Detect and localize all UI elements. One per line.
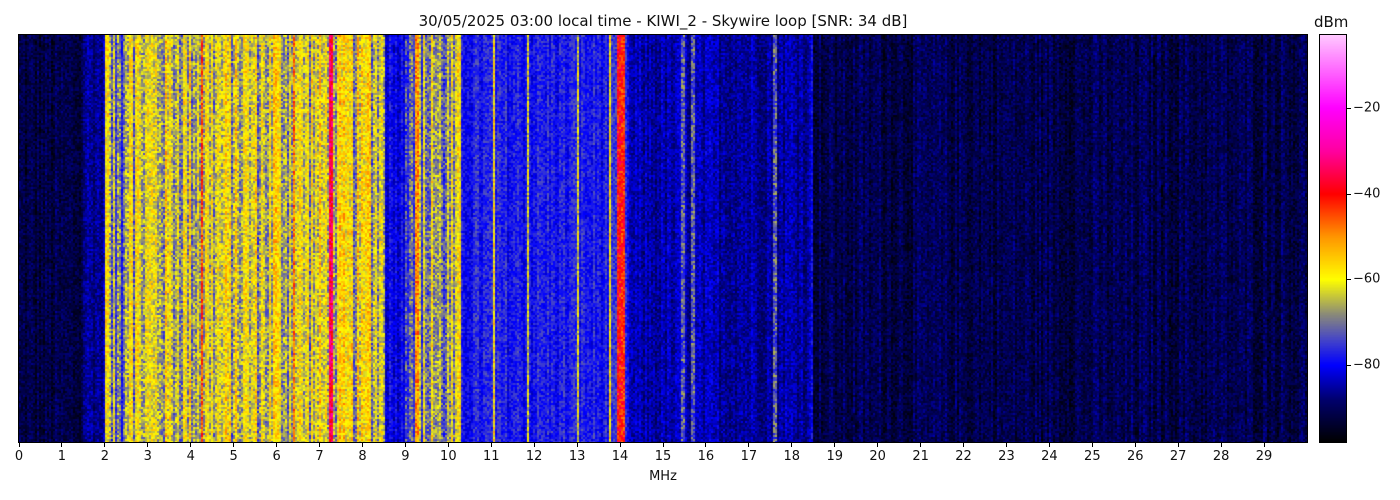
x-tick-mark [1048,442,1050,447]
x-tick-mark [748,442,750,447]
x-tick-label: 25 [1084,449,1101,464]
chart-title: 30/05/2025 03:00 local time - KIWI_2 - S… [418,12,908,30]
x-tick-mark [18,442,20,447]
x-tick-mark [147,442,149,447]
x-tick-label: 26 [1126,449,1144,464]
x-tick-label: 4 [186,449,195,464]
x-tick-mark [576,442,578,447]
x-tick-label: 10 [440,449,457,464]
x-tick-label: 3 [143,449,152,464]
x-tick-label: 24 [1041,449,1058,464]
x-tick-mark [920,442,922,447]
colorbar-tick-mark [1346,193,1351,195]
colorbar [1320,35,1346,442]
x-tick-mark [233,442,235,447]
colorbar-tick-label: −40 [1353,186,1381,202]
x-tick-mark [104,442,106,447]
x-tick-mark [1005,442,1007,447]
x-tick-label: 14 [611,449,629,464]
x-tick-mark [705,442,707,447]
x-tick-label: 11 [482,449,500,464]
x-tick-label: 15 [654,449,672,464]
x-tick-mark [963,442,965,447]
x-tick-label: 8 [358,449,367,464]
x-tick-mark [533,442,535,447]
x-tick-label: 12 [525,449,543,464]
x-tick-label: 22 [955,449,972,464]
x-tick-label: 28 [1212,449,1230,464]
x-tick-label: 5 [229,449,238,464]
colorbar-tick-mark [1346,107,1351,109]
x-tick-mark [662,442,664,447]
x-tick-label: 6 [272,449,281,464]
colorbar-tick-label: −20 [1353,100,1381,116]
x-tick-mark [61,442,63,447]
x-tick-mark [1220,442,1222,447]
x-tick-mark [791,442,793,447]
x-tick-mark [404,442,406,447]
x-tick-mark [877,442,879,447]
x-tick-label: 20 [869,449,886,464]
x-tick-mark [1134,442,1136,447]
x-tick-mark [319,442,321,447]
x-tick-label: 0 [14,449,24,464]
x-tick-label: 19 [826,449,843,464]
x-tick-mark [1177,442,1179,447]
x-tick-label: 21 [912,449,929,464]
spectrogram-heatmap [19,35,1307,442]
x-tick-mark [190,442,192,447]
x-axis-label: MHz [649,469,677,484]
x-tick-mark [276,442,278,447]
x-tick-label: 18 [783,449,801,464]
x-tick-label: 13 [568,449,586,464]
colorbar-tick-mark [1346,364,1351,366]
x-tick-mark [490,442,492,447]
x-tick-label: 29 [1255,449,1273,464]
x-tick-label: 2 [100,449,109,464]
x-tick-mark [619,442,621,447]
x-tick-label: 9 [401,449,410,464]
x-tick-label: 27 [1169,449,1187,464]
x-tick-mark [361,442,363,447]
colorbar-label: dBm [1314,13,1349,31]
colorbar-tick-mark [1346,279,1351,281]
x-tick-mark [447,442,449,447]
x-tick-mark [1263,442,1265,447]
colorbar-tick-label: −60 [1353,271,1381,287]
colorbar-tick-label: −80 [1353,357,1381,373]
x-tick-label: 1 [57,449,67,464]
x-tick-mark [834,442,836,447]
x-tick-mark [1091,442,1093,447]
x-tick-label: 23 [998,449,1015,464]
x-tick-label: 17 [740,449,758,464]
x-tick-label: 16 [697,449,715,464]
x-tick-label: 7 [315,449,324,464]
